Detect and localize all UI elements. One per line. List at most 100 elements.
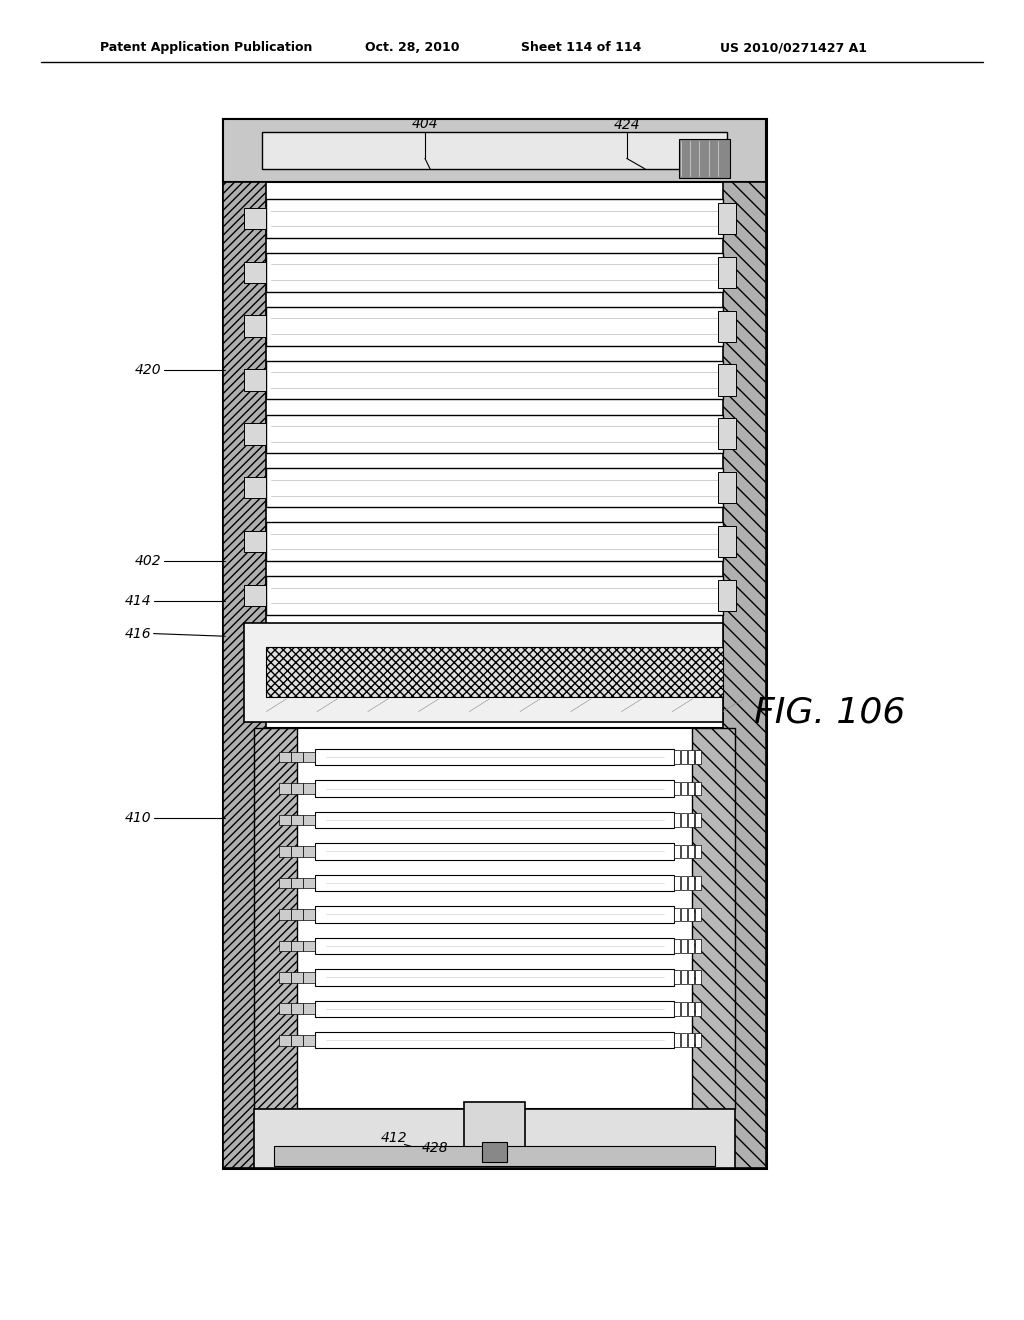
Bar: [688, 750, 694, 764]
Bar: [291, 814, 303, 825]
Bar: [695, 845, 701, 858]
Bar: [681, 1034, 687, 1047]
Bar: [303, 909, 315, 920]
Bar: [291, 972, 303, 982]
Bar: [674, 939, 680, 953]
Bar: [688, 813, 694, 826]
Bar: [681, 970, 687, 985]
Bar: [244, 585, 266, 606]
Bar: [279, 1003, 291, 1014]
Bar: [244, 531, 266, 552]
Bar: [464, 1102, 525, 1155]
Bar: [279, 909, 291, 920]
Bar: [688, 876, 694, 890]
Bar: [482, 1142, 507, 1162]
Bar: [681, 781, 687, 796]
Bar: [303, 751, 315, 763]
Bar: [303, 972, 315, 982]
Text: Oct. 28, 2010: Oct. 28, 2010: [366, 41, 460, 54]
Bar: [291, 846, 303, 857]
Bar: [244, 477, 266, 499]
Bar: [279, 878, 291, 888]
Text: 424: 424: [613, 119, 640, 132]
Bar: [315, 875, 674, 891]
Bar: [279, 1035, 291, 1045]
Bar: [688, 939, 694, 953]
Bar: [291, 909, 303, 920]
Bar: [291, 1003, 303, 1014]
Bar: [315, 748, 674, 766]
Bar: [688, 845, 694, 858]
Bar: [681, 813, 687, 826]
Bar: [718, 418, 736, 449]
Bar: [674, 813, 680, 826]
Bar: [315, 969, 674, 986]
Bar: [681, 876, 687, 890]
Bar: [303, 941, 315, 952]
Bar: [695, 750, 701, 764]
Bar: [244, 424, 266, 445]
Bar: [223, 182, 266, 1168]
Bar: [244, 207, 266, 228]
Bar: [688, 970, 694, 985]
Bar: [303, 783, 315, 793]
Bar: [695, 781, 701, 796]
Bar: [291, 1035, 303, 1045]
Bar: [315, 937, 674, 954]
Bar: [681, 845, 687, 858]
Text: 428: 428: [422, 1142, 449, 1155]
Bar: [254, 729, 297, 1109]
Bar: [266, 523, 723, 561]
Text: 414: 414: [125, 594, 152, 607]
Text: 420: 420: [135, 363, 162, 376]
Bar: [266, 576, 723, 615]
Bar: [266, 647, 723, 697]
Bar: [279, 941, 291, 952]
Text: FIG. 106: FIG. 106: [754, 696, 905, 730]
Text: Patent Application Publication: Patent Application Publication: [100, 41, 312, 54]
Bar: [674, 970, 680, 985]
Bar: [266, 360, 723, 400]
Bar: [303, 1003, 315, 1014]
Bar: [315, 907, 674, 923]
Bar: [674, 750, 680, 764]
Bar: [303, 878, 315, 888]
Bar: [688, 1002, 694, 1015]
Bar: [688, 1034, 694, 1047]
Bar: [679, 139, 730, 178]
Bar: [718, 527, 736, 557]
Bar: [279, 751, 291, 763]
Bar: [244, 370, 266, 391]
Bar: [674, 781, 680, 796]
Bar: [223, 119, 766, 182]
Bar: [223, 119, 766, 1168]
Bar: [266, 469, 723, 507]
Bar: [244, 315, 266, 337]
Bar: [674, 1034, 680, 1047]
Bar: [303, 814, 315, 825]
Bar: [695, 813, 701, 826]
Bar: [279, 846, 291, 857]
Bar: [718, 579, 736, 611]
Bar: [266, 414, 723, 453]
Bar: [681, 908, 687, 921]
Bar: [695, 1034, 701, 1047]
Bar: [244, 623, 723, 722]
Bar: [674, 908, 680, 921]
Bar: [279, 814, 291, 825]
Text: 416: 416: [125, 627, 152, 640]
Bar: [695, 908, 701, 921]
Bar: [718, 473, 736, 503]
Bar: [262, 132, 727, 169]
Bar: [315, 812, 674, 828]
Text: 410: 410: [125, 812, 152, 825]
Bar: [718, 364, 736, 396]
Bar: [254, 1109, 735, 1168]
Bar: [274, 1146, 715, 1166]
Bar: [315, 780, 674, 797]
Bar: [723, 182, 766, 1168]
Text: 402: 402: [135, 554, 162, 568]
Bar: [266, 306, 723, 346]
Bar: [695, 876, 701, 890]
Bar: [315, 1032, 674, 1048]
